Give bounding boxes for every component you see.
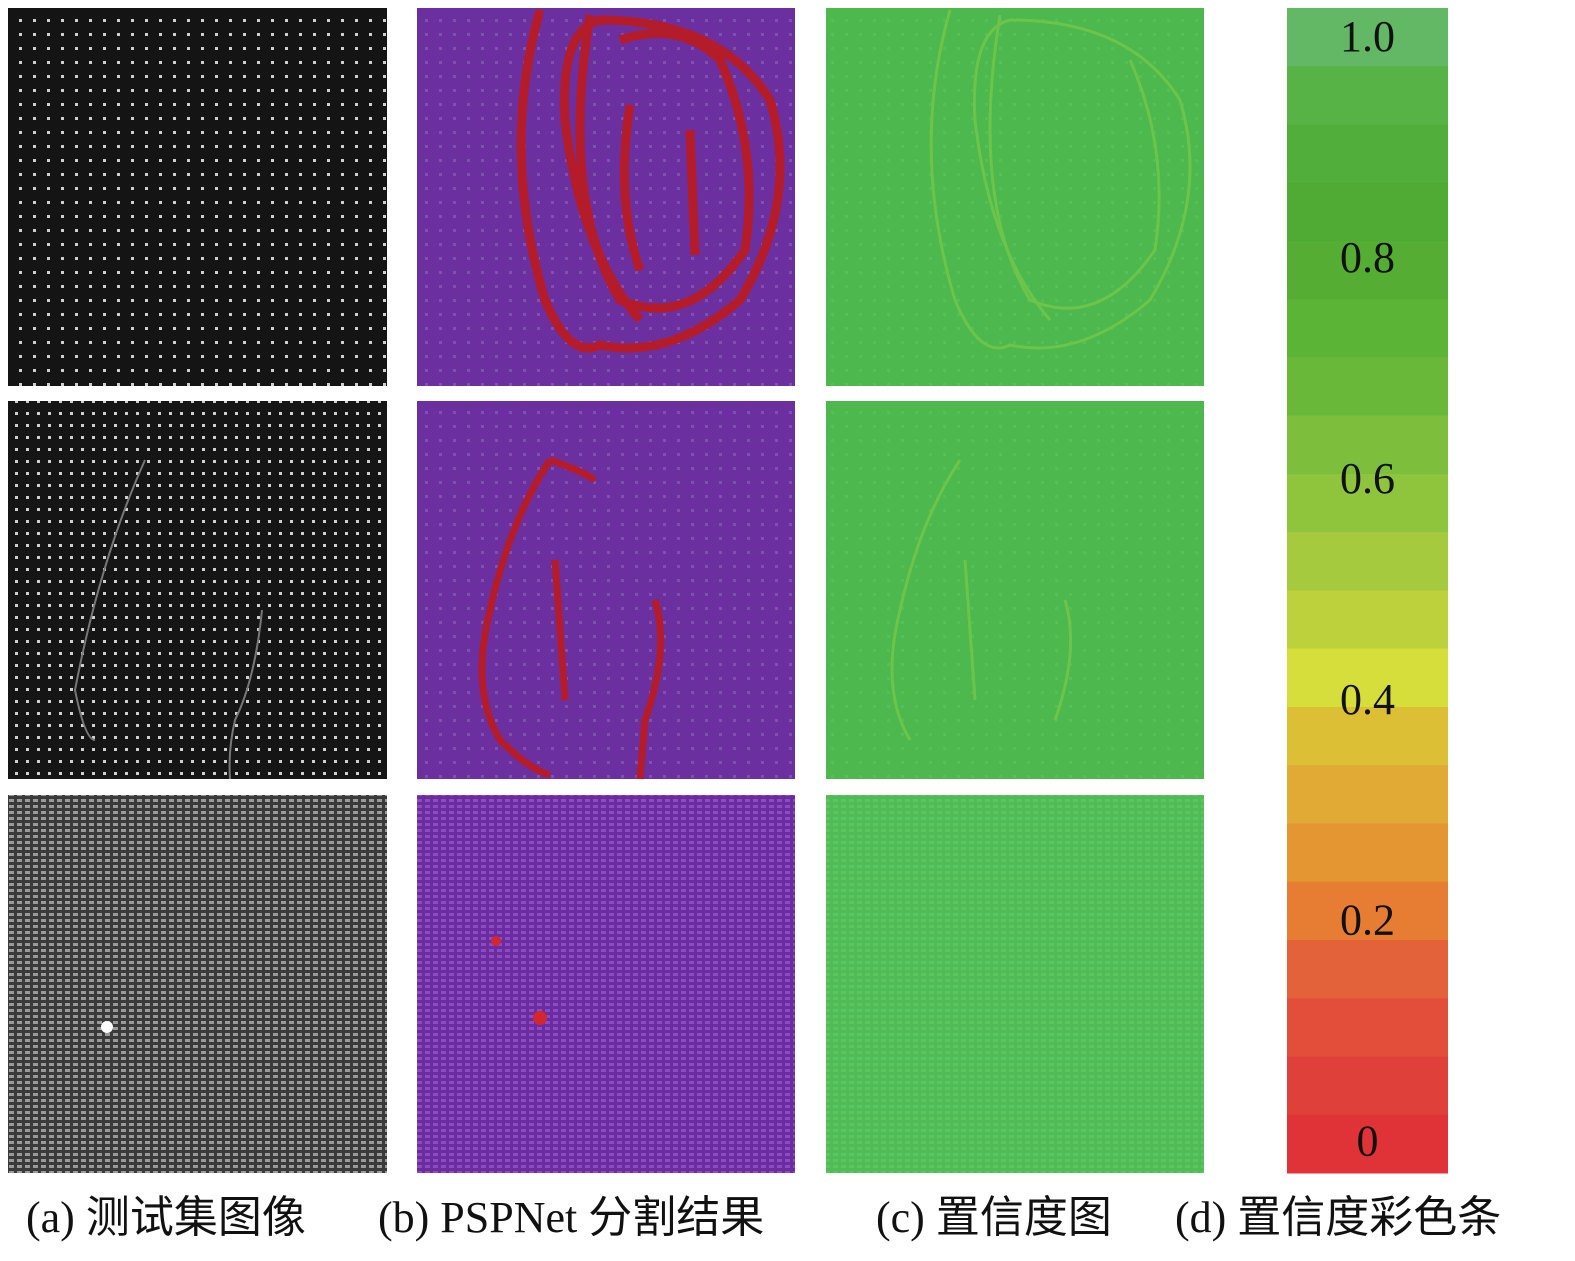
caption: (c) 置信度图 [876, 1193, 1112, 1242]
color-band [1287, 648, 1448, 708]
caption: (b) PSPNet 分割结果 [378, 1193, 764, 1242]
color-band [1287, 998, 1448, 1057]
color-band [1287, 474, 1448, 533]
color-band [1287, 182, 1448, 242]
tick-label: 0.6 [1340, 454, 1395, 503]
tick-label: 0 [1357, 1116, 1379, 1165]
panel-c [826, 8, 1204, 1173]
color-band [1287, 707, 1448, 766]
color-band [1287, 823, 1448, 883]
tick-label: 0.8 [1340, 233, 1395, 282]
color-band [1287, 1114, 1448, 1174]
tick-label: 1.0 [1340, 12, 1395, 61]
tick-label: 0.2 [1340, 896, 1395, 945]
color-band [1287, 940, 1448, 999]
color-band [1287, 66, 1448, 125]
panel-b [417, 8, 795, 1173]
color-band [1287, 532, 1448, 591]
tick-label: 0.4 [1340, 675, 1395, 724]
color-band [1287, 415, 1448, 475]
color-band [1287, 299, 1448, 358]
color-band [1287, 357, 1448, 417]
colorbar: 0 0.2 0.4 0.6 0.8 1.0 [1287, 8, 1448, 1174]
panel-a [8, 8, 387, 1173]
caption: (d) 置信度彩色条 [1175, 1193, 1501, 1242]
caption: (a) 测试集图像 [26, 1193, 306, 1242]
color-band [1287, 590, 1448, 650]
color-band [1287, 8, 1448, 67]
captions: (a) 测试集图像 (b) PSPNet 分割结果 (c) 置信度图 (d) 置… [26, 1193, 1501, 1242]
color-band [1287, 124, 1448, 184]
color-band [1287, 241, 1448, 300]
color-band [1287, 1056, 1448, 1116]
color-band [1287, 881, 1448, 941]
color-band [1287, 765, 1448, 824]
